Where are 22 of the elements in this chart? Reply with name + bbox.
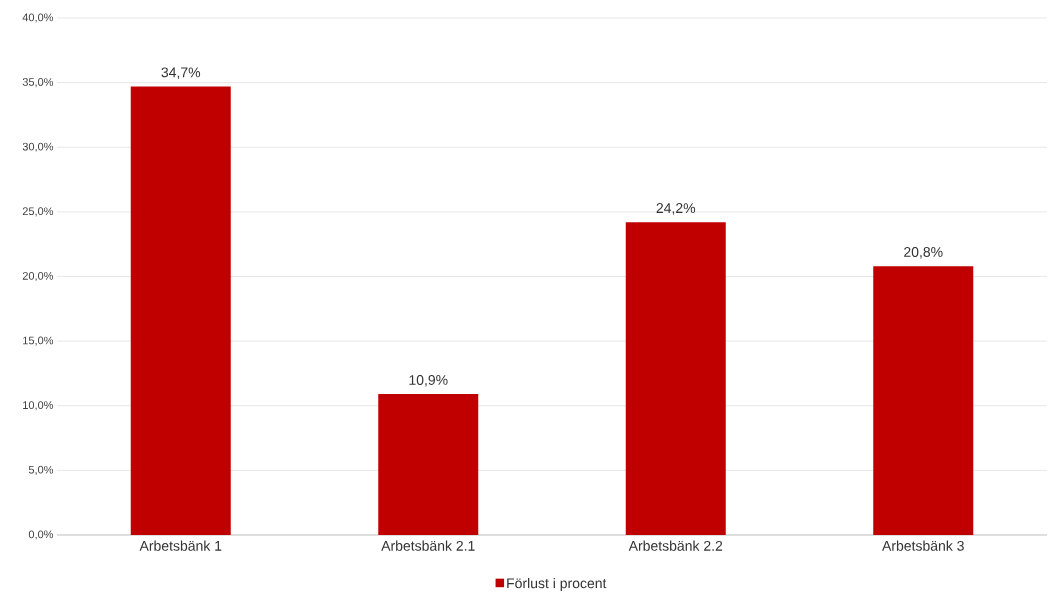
bar (378, 394, 479, 535)
x-tick-label: Arbetsbänk 3 (882, 540, 964, 551)
legend-label: Förlust i procent (507, 577, 607, 592)
bar (130, 86, 231, 535)
y-tick-label: 35,0% (22, 78, 54, 88)
y-tick-label: 15,0% (23, 336, 54, 346)
y-tick-label: 10,0% (23, 401, 54, 411)
data-label: 24,2% (656, 203, 696, 215)
data-label: 10,9% (409, 375, 448, 387)
y-tick-label: 25,0% (22, 207, 54, 217)
y-tick-label: 40,0% (22, 13, 54, 23)
y-tick-label: 30,0% (22, 142, 54, 152)
x-tick-label: Arbetsbänk 1 (139, 540, 222, 551)
y-tick-label: 5,0% (28, 465, 54, 475)
data-label: 20,8% (904, 247, 943, 259)
bar (625, 222, 726, 535)
x-tick-label: Arbetsbänk 2.2 (628, 540, 723, 551)
x-tick-label: Arbetsbänk 2.1 (381, 540, 475, 551)
data-label: 34,7% (161, 67, 201, 79)
bar (873, 266, 974, 535)
y-tick-label: 0,0% (28, 530, 54, 540)
y-tick-label: 20,0% (22, 271, 54, 282)
